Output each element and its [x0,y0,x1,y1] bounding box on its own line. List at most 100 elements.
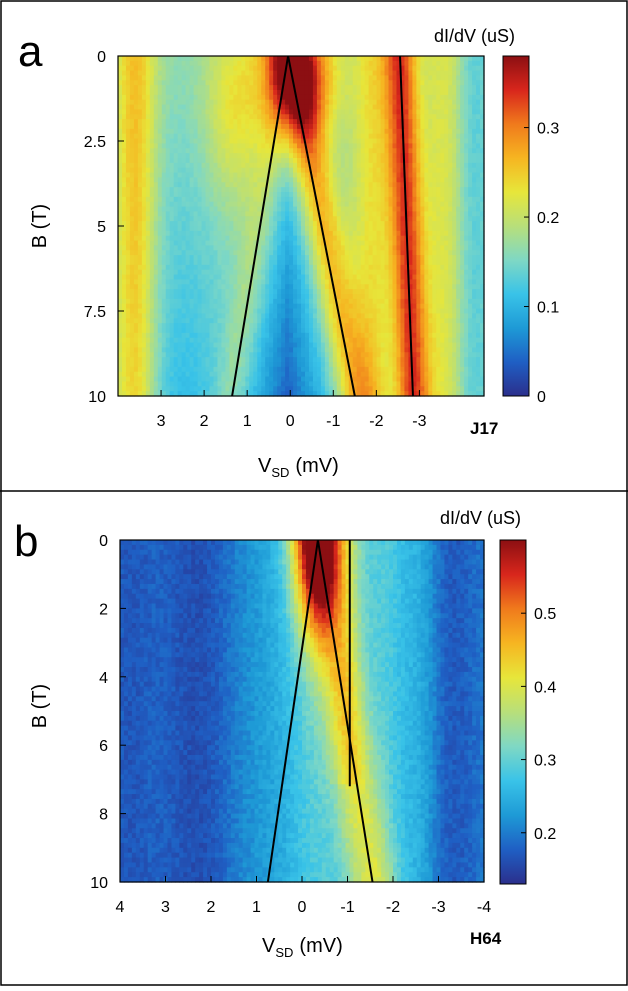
panel-a-heatmap-cell [253,177,258,182]
panel-a-heatmap-cell [416,187,421,192]
panel-a-heatmap-cell [118,80,123,85]
panel-a-heatmap-cell [194,85,199,90]
panel-a-heatmap-cell [281,158,286,163]
panel-a-heatmap-cell [237,211,242,216]
panel-a-heatmap-cell [393,207,398,212]
panel-a-heatmap-cell [349,284,354,289]
panel-a-heatmap-cell [190,318,195,323]
panel-a-heatmap-cell [194,75,199,80]
panel-a-heatmap-cell [174,284,179,289]
panel-a-heatmap-cell [122,202,127,207]
panel-a-heatmap-cell [424,236,429,241]
panel-a-heatmap-cell [385,211,390,216]
panel-a-heatmap-cell [190,129,195,134]
panel-a-heatmap-cell [261,80,266,85]
panel-a-heatmap-cell [154,75,159,80]
panel-a-heatmap-cell [170,139,175,144]
panel-a-heatmap-cell [150,95,155,100]
panel-a-heatmap-cell [317,85,322,90]
panel-a-heatmap-cell [428,173,433,178]
panel-a-heatmap-cell [221,158,226,163]
panel-a-heatmap-cell [237,90,242,95]
panel-a-heatmap-cell [221,163,226,168]
panel-a-heatmap-cell [389,61,394,66]
panel-a-heatmap-cell [396,241,401,246]
panel-a-heatmap-cell [313,236,318,241]
panel-a-heatmap-cell [373,134,378,139]
panel-a-heatmap-cell [444,245,449,250]
panel-a-heatmap-cell [361,279,366,284]
panel-a-heatmap-cell [206,250,211,255]
panel-a-heatmap-cell [393,192,398,197]
panel-a-heatmap-cell [440,289,445,294]
panel-a-heatmap-cell [305,90,310,95]
panel-a-heatmap-cell [321,158,326,163]
panel-a-heatmap-cell [369,284,374,289]
panel-a-heatmap-cell [432,158,437,163]
panel-a-heatmap-cell [337,231,342,236]
panel-a-heatmap-cell [202,105,207,110]
panel-a-heatmap-cell [273,207,278,212]
panel-a-heatmap-cell [393,255,398,260]
panel-a-heatmap-cell [325,148,330,153]
panel-a-heatmap-cell [194,168,199,173]
panel-a-heatmap-cell [337,236,342,241]
panel-a-heatmap-cell [341,143,346,148]
panel-a-heatmap-cell [277,197,282,202]
panel-a-heatmap-cell [249,221,254,226]
panel-a-heatmap-cell [126,90,131,95]
panel-a-heatmap-cell [385,294,390,299]
panel-a-heatmap-cell [321,255,326,260]
panel-a-heatmap-cell [440,226,445,231]
panel-a-heatmap-cell [194,309,199,314]
panel-a-heatmap-cell [245,226,250,231]
panel-a-heatmap-cell [341,114,346,119]
panel-a-heatmap-cell [412,304,417,309]
panel-a-heatmap-cell [213,182,218,187]
panel-a-heatmap-cell [452,299,457,304]
panel-a-heatmap-cell [301,255,306,260]
panel-a-heatmap-cell [472,231,477,236]
panel-a-heatmap-cell [412,270,417,275]
panel-a-heatmap-cell [416,134,421,139]
panel-a-heatmap-cell [237,100,242,105]
panel-a-heatmap-cell [269,304,274,309]
panel-a-heatmap-cell [233,129,238,134]
panel-a-heatmap-cell [225,207,230,212]
panel-a-heatmap-cell [158,75,163,80]
panel-a-heatmap-cell [198,304,203,309]
panel-a-heatmap-cell [190,255,195,260]
panel-a-heatmap-cell [444,75,449,80]
panel-a-heatmap-cell [325,100,330,105]
panel-a-heatmap-cell [408,241,413,246]
panel-a-heatmap-cell [373,66,378,71]
panel-a-heatmap-cell [170,236,175,241]
panel-a-heatmap-cell [178,173,183,178]
panel-a-heatmap-cell [217,182,222,187]
panel-a-heatmap-cell [142,61,147,66]
panel-a-heatmap-cell [468,236,473,241]
panel-a-heatmap-cell [162,284,167,289]
panel-a-heatmap-cell [245,95,250,100]
panel-a-heatmap-cell [313,294,318,299]
panel-a-heatmap-cell [126,304,131,309]
panel-a-heatmap-cell [166,299,171,304]
panel-a-heatmap-cell [460,90,465,95]
panel-a-heatmap-cell [225,158,230,163]
panel-a-heatmap-cell [420,95,425,100]
panel-a-heatmap-cell [281,221,286,226]
panel-a-heatmap-cell [249,182,254,187]
panel-a-heatmap-cell [261,182,266,187]
panel-a-heatmap-cell [122,313,127,318]
panel-a-heatmap-cell [349,56,354,61]
panel-a-heatmap-cell [202,245,207,250]
panel-a-heatmap-cell [381,134,386,139]
panel-a-heatmap-cell [150,143,155,148]
panel-a-heatmap-cell [233,182,238,187]
panel-a-heatmap-cell [313,313,318,318]
panel-a-heatmap-cell [377,211,382,216]
panel-a-heatmap-cell [428,304,433,309]
panel-a-heatmap-cell [261,75,266,80]
panel-a-heatmap-cell [293,124,298,129]
panel-a-heatmap-cell [273,270,278,275]
